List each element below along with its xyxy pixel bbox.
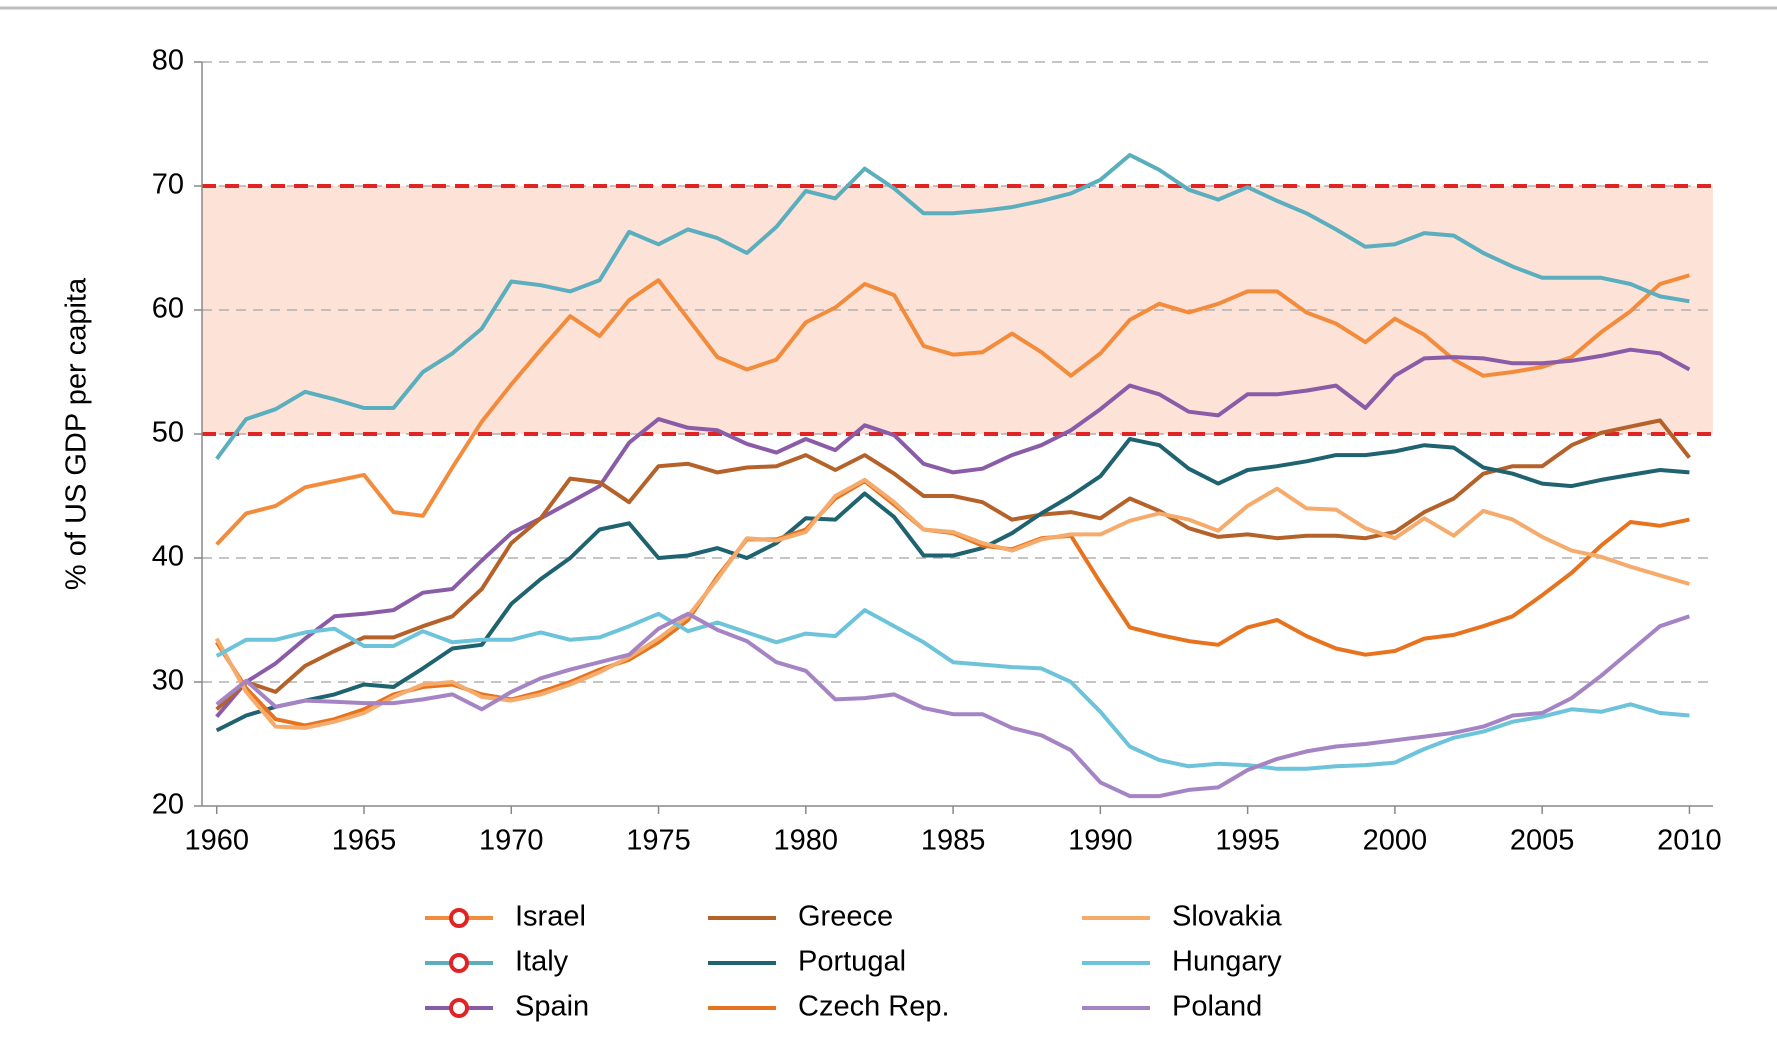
legend-label: Israel xyxy=(515,901,586,933)
x-tick-label: 1970 xyxy=(479,825,544,857)
x-tick-label: 1990 xyxy=(1068,825,1133,857)
x-tick-label: 1985 xyxy=(921,825,986,857)
legend-label: Hungary xyxy=(1172,946,1282,978)
y-tick-label: 60 xyxy=(152,293,184,325)
series-line xyxy=(214,477,1690,730)
legend-label: Greece xyxy=(798,901,893,933)
y-tick-label: 20 xyxy=(152,789,184,821)
x-tick-label: 1995 xyxy=(1215,825,1280,857)
legend-label: Italy xyxy=(515,946,569,978)
legend-label: Poland xyxy=(1172,991,1262,1023)
x-tick-label: 1975 xyxy=(626,825,691,857)
legend-label: Portugal xyxy=(798,946,906,978)
x-tick-label: 2005 xyxy=(1510,825,1575,857)
y-tick-label: 70 xyxy=(152,169,184,201)
legend-label: Czech Rep. xyxy=(798,991,950,1023)
x-tick-label: 1960 xyxy=(184,825,249,857)
series-line xyxy=(215,479,1690,728)
y-tick-label: 50 xyxy=(152,417,184,449)
legend-label: Spain xyxy=(515,991,589,1023)
legend-marker xyxy=(449,998,469,1018)
y-tick-label: 40 xyxy=(152,541,184,573)
x-tick-label: 2010 xyxy=(1657,825,1722,857)
series-line xyxy=(215,611,1691,799)
legend-label: Slovakia xyxy=(1172,901,1282,933)
y-tick-label: 30 xyxy=(152,665,184,697)
series-line xyxy=(215,347,1691,718)
x-tick-label: 1980 xyxy=(774,825,839,857)
x-tick-label: 2000 xyxy=(1363,825,1428,857)
legend-marker xyxy=(449,908,469,928)
series-line xyxy=(215,608,1690,771)
series-line xyxy=(215,437,1690,733)
y-axis-label: % of US GDP per capita xyxy=(61,277,93,590)
legend-marker xyxy=(449,953,469,973)
series-line xyxy=(215,273,1690,546)
x-tick-label: 1965 xyxy=(332,825,397,857)
series-line xyxy=(215,418,1691,711)
y-tick-label: 80 xyxy=(152,45,184,77)
series-line xyxy=(215,153,1690,460)
